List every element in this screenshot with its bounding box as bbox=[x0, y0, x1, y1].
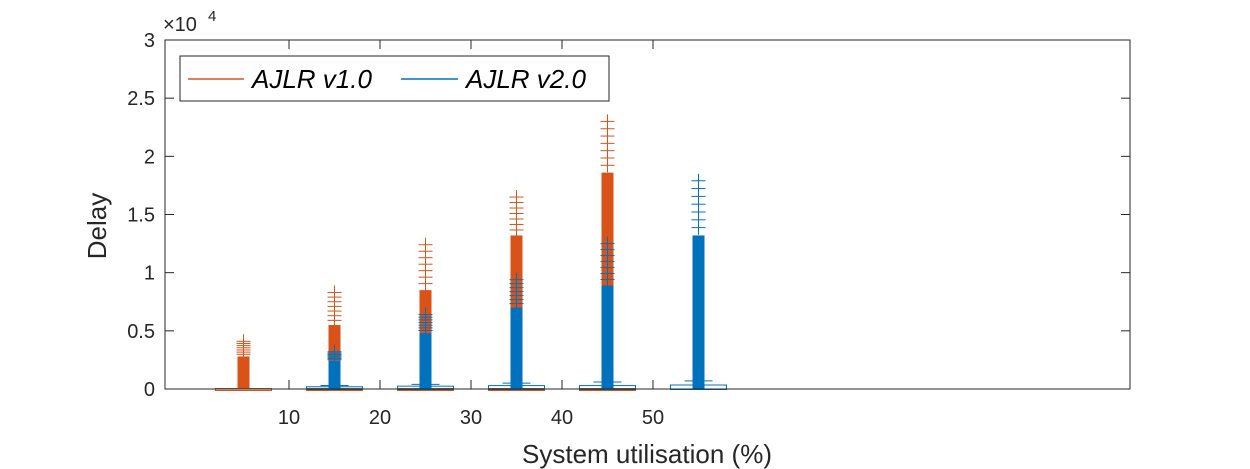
plot-area bbox=[215, 114, 727, 391]
legend-label-v2: AJLR v2.0 bbox=[464, 64, 586, 94]
outlier-band bbox=[601, 285, 614, 389]
outlier-band bbox=[510, 307, 523, 389]
legend-box bbox=[179, 55, 610, 102]
x-axis-label: System utilisation (%) bbox=[522, 439, 772, 469]
y-exponent-base: ×10 bbox=[163, 14, 197, 36]
x-tick-label: 20 bbox=[369, 407, 391, 429]
legend: AJLR v1.0 AJLR v2.0 bbox=[179, 55, 610, 102]
outlier-band bbox=[692, 235, 705, 389]
y-tick-label: 1 bbox=[144, 263, 155, 285]
y-tick-label: 1.5 bbox=[127, 205, 155, 227]
y-tick-label: 0 bbox=[144, 379, 155, 401]
y-tick-label: 0.5 bbox=[127, 321, 155, 343]
outlier-band bbox=[419, 333, 432, 389]
y-tick-label: 2.5 bbox=[127, 88, 155, 110]
y-tick-label: 3 bbox=[144, 30, 155, 52]
outlier-band bbox=[237, 356, 250, 389]
x-tick-label: 40 bbox=[551, 407, 573, 429]
x-tick-label: 10 bbox=[278, 407, 300, 429]
y-axis-label: Delay bbox=[82, 193, 112, 259]
y-exponent-power: 4 bbox=[208, 8, 216, 25]
series-v2 bbox=[306, 173, 727, 391]
x-tick-label: 50 bbox=[642, 407, 664, 429]
y-exponent: ×10 4 bbox=[163, 8, 216, 36]
outlier-band bbox=[328, 361, 341, 389]
legend-label-v1: AJLR v1.0 bbox=[250, 64, 372, 94]
axes: 0 0.5 1 1.5 2 2.5 3 10 20 30 40 50 bbox=[127, 30, 1131, 429]
x-tick-label: 30 bbox=[460, 407, 482, 429]
y-tick-label: 2 bbox=[144, 146, 155, 168]
